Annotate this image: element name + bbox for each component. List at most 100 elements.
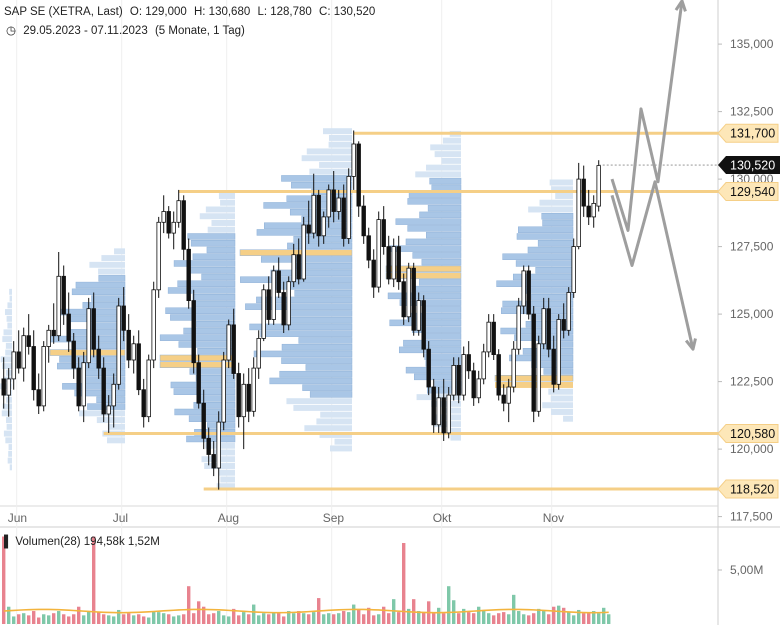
profile-bar xyxy=(205,206,235,213)
profile-bar xyxy=(421,258,462,266)
candle-body xyxy=(536,343,541,412)
month-tick-label: Jun xyxy=(8,511,27,525)
profile-bar xyxy=(207,226,235,233)
candle-body xyxy=(506,386,511,404)
profile-bar xyxy=(9,464,12,471)
volume-bar xyxy=(597,613,601,624)
profile-bar xyxy=(442,137,461,144)
profile-bar xyxy=(301,155,352,162)
period-line: ◷ 29.05.2023 - 07.11.2023 (5 Monate, 1 T… xyxy=(6,23,249,37)
price-tick-label: 117,500 xyxy=(730,510,773,524)
candle-body xyxy=(456,364,461,396)
candle-body xyxy=(336,197,341,212)
candle-body xyxy=(96,348,101,369)
volume-bar xyxy=(92,536,96,624)
profile-bar xyxy=(502,300,574,308)
period-range: 29.05.2023 - 07.11.2023 xyxy=(23,25,148,37)
candle-body xyxy=(16,351,21,369)
candle-body xyxy=(426,348,431,388)
volume-bar xyxy=(247,614,251,624)
profile-bar xyxy=(239,249,353,256)
profile-bar xyxy=(442,407,461,414)
profile-bar xyxy=(281,343,353,351)
profile-bar xyxy=(286,310,353,317)
volume-bar xyxy=(482,609,486,624)
profile-bar xyxy=(423,306,462,313)
candle-body xyxy=(266,289,271,320)
candle-body xyxy=(591,202,596,218)
candle-body xyxy=(186,248,191,302)
profile-bar xyxy=(548,388,573,395)
volume-bar xyxy=(127,613,131,624)
profile-bar xyxy=(165,307,236,314)
profile-bar xyxy=(434,151,461,158)
volume-bar xyxy=(137,614,141,624)
candle-body xyxy=(351,143,356,177)
volume-bar xyxy=(82,615,86,624)
profile-bar xyxy=(220,476,235,483)
candle-body xyxy=(496,354,501,396)
profile-bar xyxy=(279,370,353,378)
candle-body xyxy=(221,359,226,423)
volume-bar xyxy=(492,615,496,624)
candle-body xyxy=(131,343,136,361)
profile-bar xyxy=(426,164,461,171)
candle-body xyxy=(11,351,16,380)
profile-bar xyxy=(418,279,462,286)
volume-bar xyxy=(237,615,241,624)
volume-bar xyxy=(2,536,6,624)
profile-bar xyxy=(320,411,352,418)
profile-bar xyxy=(500,327,574,335)
volume-label: Volumen(28) xyxy=(15,536,81,548)
chart-header: SAP SE (XETRA, Last) O: 129,000 H: 130,6… xyxy=(4,6,379,18)
volume-bar xyxy=(297,611,301,624)
volume-bar xyxy=(272,612,276,624)
volume-bar xyxy=(17,614,21,624)
candle-body xyxy=(241,383,246,418)
profile-bar xyxy=(323,128,352,135)
volume-bar xyxy=(42,614,46,624)
volume-bar xyxy=(402,543,406,624)
volume-average-line xyxy=(3,608,609,614)
profile-bar xyxy=(114,248,125,255)
volume-bar xyxy=(507,614,511,624)
volume-bar xyxy=(32,611,36,624)
candle-body xyxy=(331,189,336,212)
profile-bar xyxy=(96,396,126,404)
profile-bar xyxy=(91,295,126,302)
month-tick-label: Okt xyxy=(433,511,452,525)
candle-body xyxy=(421,300,426,350)
profile-bar xyxy=(67,329,126,336)
last-price-tag xyxy=(718,156,780,175)
candle-body xyxy=(136,343,141,391)
profile-bar xyxy=(542,402,573,409)
arrow-head xyxy=(674,0,687,12)
profile-bar xyxy=(89,261,125,268)
candle-body xyxy=(91,308,96,350)
candle-body xyxy=(401,281,406,318)
candle-body xyxy=(556,319,561,385)
profile-bar xyxy=(101,255,125,262)
profile-bar xyxy=(96,417,125,424)
profile-bar xyxy=(189,267,236,274)
volume-bar xyxy=(417,611,421,624)
profile-bar xyxy=(385,265,462,273)
candle-body xyxy=(551,348,556,385)
volume-bar xyxy=(67,616,71,624)
profile-bar xyxy=(190,240,236,247)
profile-bar xyxy=(330,445,352,452)
level-label-tag xyxy=(717,123,779,143)
candle-body xyxy=(6,378,11,396)
profile-bar xyxy=(294,289,353,297)
profile-bar xyxy=(319,161,352,168)
candle-body xyxy=(66,313,71,342)
profile-bar xyxy=(211,220,235,226)
volume-bar xyxy=(177,615,181,624)
price-tick-label: 127,500 xyxy=(730,240,774,254)
volume-bar xyxy=(342,611,346,624)
profile-bar xyxy=(328,141,352,148)
profile-bar xyxy=(407,198,462,205)
profile-bar xyxy=(0,356,12,363)
candle-body xyxy=(396,246,401,283)
